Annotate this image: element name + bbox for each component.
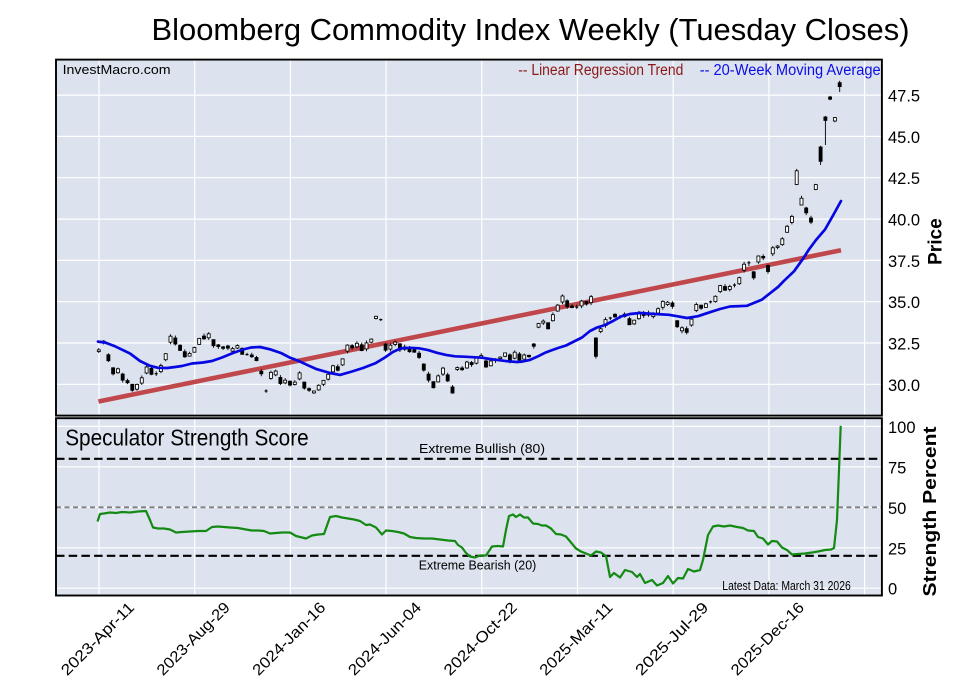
svg-text:42.5: 42.5 [888,170,920,188]
svg-text:0: 0 [888,581,897,599]
svg-text:25: 25 [888,540,906,558]
svg-text:75: 75 [888,459,906,477]
svg-text:35.0: 35.0 [888,294,920,312]
svg-text:47.5: 47.5 [888,88,920,106]
svg-text:Extreme Bearish (20): Extreme Bearish (20) [419,557,537,572]
svg-text:100: 100 [888,419,916,437]
svg-text:50: 50 [888,500,906,518]
svg-text:-- 20-Week Moving Average: -- 20-Week Moving Average [700,62,881,79]
svg-text:40.0: 40.0 [888,212,920,230]
svg-text:Speculator Strength Score: Speculator Strength Score [65,424,309,450]
svg-text:30.0: 30.0 [888,377,920,395]
svg-text:Bloomberg Commodity Index Week: Bloomberg Commodity Index Weekly (Tuesda… [152,12,910,47]
svg-text:45.0: 45.0 [888,129,920,147]
svg-text:-- Linear Regression Trend: -- Linear Regression Trend [518,62,683,79]
svg-text:Price: Price [924,218,946,265]
svg-text:32.5: 32.5 [888,336,920,354]
svg-text:Latest Data: March 31 2026: Latest Data: March 31 2026 [722,578,851,593]
svg-text:37.5: 37.5 [888,253,920,271]
svg-text:InvestMacro.com: InvestMacro.com [63,62,171,77]
svg-text:Strength Percent: Strength Percent [919,427,940,597]
svg-text:Extreme Bullish (80): Extreme Bullish (80) [419,441,545,456]
